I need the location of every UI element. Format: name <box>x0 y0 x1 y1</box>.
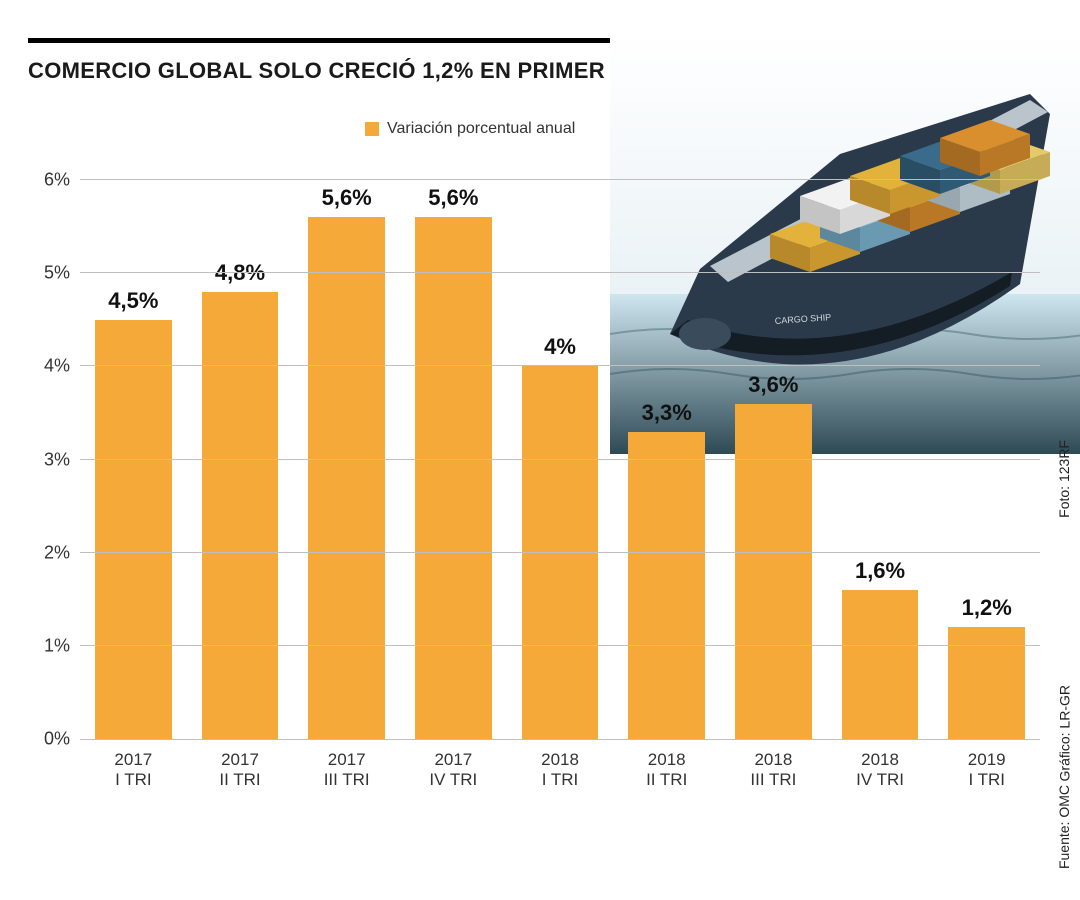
bar-slot: 5,6% <box>400 180 507 739</box>
bar: 1,6% <box>842 590 919 739</box>
bar-value-label: 3,6% <box>748 372 798 398</box>
bar-value-label: 4,5% <box>108 288 158 314</box>
y-tick-label: 6% <box>44 170 70 191</box>
plot-area: 4,5%4,8%5,6%5,6%4%3,3%3,6%1,6%1,2% 0%1%2… <box>80 180 1040 740</box>
legend: Variación porcentual anual <box>365 120 575 138</box>
bar-value-label: 5,6% <box>322 185 372 211</box>
bar-value-label: 1,2% <box>962 595 1012 621</box>
bar-slot: 4% <box>507 180 614 739</box>
grid-line <box>80 552 1040 553</box>
bar-chart: 4,5% 4,8% 5,6% 5,6% 4% 3,3% 3,6% 1,6% 1,2% 0% 1% 2… <box>28 160 1040 800</box>
x-tick-label: 2017II TRI <box>187 742 294 791</box>
bar-slot: 3,6% <box>720 180 827 739</box>
grid-line <box>80 645 1040 646</box>
page-title: COMERCIO GLOBAL SOLO CRECIÓ 1,2% EN PRIM… <box>28 58 741 84</box>
bar-slot: 3,3% <box>613 180 720 739</box>
x-axis-labels: 2017I TRI2017II TRI2017III TRI2017IV TRI… <box>80 742 1040 791</box>
y-tick-label: 5% <box>44 263 70 284</box>
bar-slot: 4,5% <box>80 180 187 739</box>
x-tick-label: 2018III TRI <box>720 742 827 791</box>
bar-slot: 4,8% <box>187 180 294 739</box>
bar-value-label: 1,6% <box>855 558 905 584</box>
bar-slot: 1,6% <box>827 180 934 739</box>
bar: 3,3% <box>628 432 705 739</box>
x-tick-label: 2017III TRI <box>293 742 400 791</box>
x-tick-label: 2018IV TRI <box>827 742 934 791</box>
grid-line <box>80 365 1040 366</box>
grid-line <box>80 272 1040 273</box>
y-tick-label: 4% <box>44 356 70 377</box>
y-tick-label: 0% <box>44 729 70 750</box>
bar: 4% <box>522 366 599 739</box>
x-tick-label: 2018II TRI <box>613 742 720 791</box>
y-tick-label: 3% <box>44 449 70 470</box>
bar: 5,6% <box>308 217 385 739</box>
bar: 4,8% <box>202 292 279 739</box>
source-credit: Fuente: OMC <box>1056 785 1072 869</box>
bar: 5,6% <box>415 217 492 739</box>
bar-value-label: 4% <box>544 334 576 360</box>
grid-line <box>80 179 1040 180</box>
photo-credit: Foto: 123RF <box>1056 440 1072 518</box>
graphic-credit: Gráfico: LR-GR <box>1056 685 1072 781</box>
x-tick-label: 2018I TRI <box>507 742 614 791</box>
bar: 4,5% <box>95 320 172 739</box>
bar-value-label: 5,6% <box>428 185 478 211</box>
bars-container: 4,5% 4,8% 5,6% 5,6% 4% 3,3% 3,6% 1,6% 1,2% <box>80 180 1040 739</box>
bar-slot: 5,6% <box>293 180 400 739</box>
bar: 3,6% <box>735 404 812 739</box>
legend-label: Variación porcentual anual <box>387 120 575 138</box>
y-tick-label: 1% <box>44 635 70 656</box>
x-tick-label: 2017IV TRI <box>400 742 507 791</box>
x-tick-label: 2017I TRI <box>80 742 187 791</box>
y-tick-label: 2% <box>44 542 70 563</box>
title-rule <box>28 38 668 43</box>
grid-line <box>80 459 1040 460</box>
legend-swatch <box>365 122 379 136</box>
x-tick-label: 2019I TRI <box>933 742 1040 791</box>
bar-slot: 1,2% <box>933 180 1040 739</box>
bar-value-label: 3,3% <box>642 400 692 426</box>
